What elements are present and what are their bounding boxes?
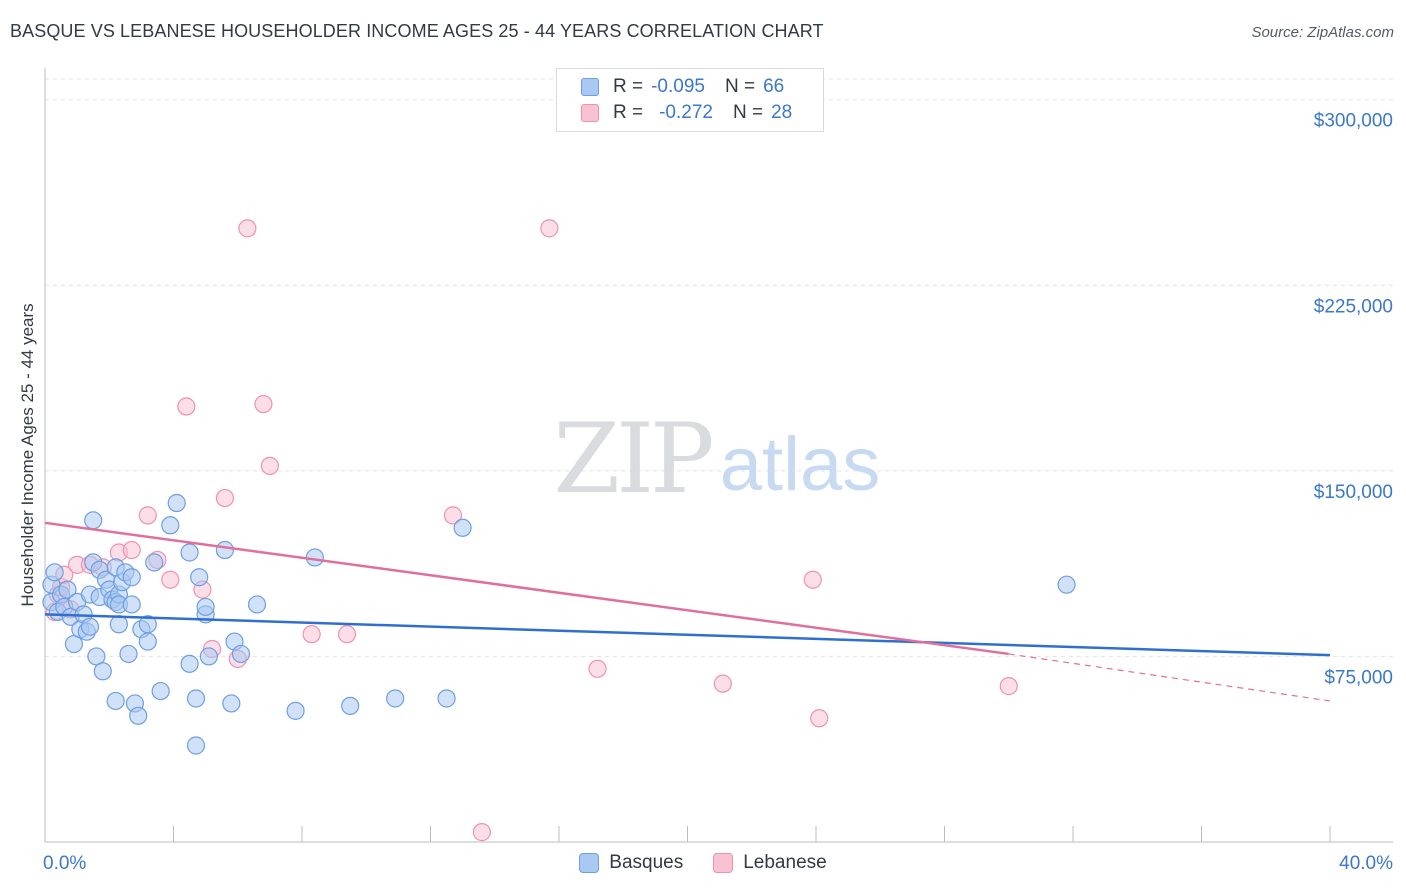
basques-point: [341, 696, 360, 716]
lebanese-legend-label: Lebanese: [743, 852, 827, 873]
basques-point: [80, 617, 100, 636]
x-tick-labels: 0.0% 40.0%: [43, 853, 1393, 874]
basques-point: [45, 563, 64, 582]
lebanese-point: [337, 625, 357, 644]
series-legend: Basques Lebanese: [0, 852, 1406, 874]
lebanese-point: [999, 677, 1018, 696]
basques-point: [222, 694, 241, 713]
basques-point: [84, 511, 103, 530]
lebanese-trend-line: [44, 521, 1009, 656]
basques-point: [199, 647, 218, 666]
lebanese-legend-swatch: [713, 853, 734, 873]
legend-row-lebanese: R = -0.272 N = 28: [581, 102, 792, 124]
basques-point: [186, 736, 206, 755]
basques-point: [215, 540, 234, 560]
basques-legend-label: Basques: [609, 852, 684, 873]
n-label: N =: [724, 76, 756, 97]
legend-item-basques[interactable]: Basques: [579, 852, 683, 874]
basques-point: [138, 632, 157, 651]
n-label: N =: [732, 102, 764, 123]
basques-point: [180, 654, 199, 673]
basques-point: [386, 689, 405, 708]
basques-point: [58, 580, 77, 599]
basques-point: [196, 597, 215, 617]
y-tick-label: $300,000: [1314, 111, 1393, 132]
watermark-atlas: atlas: [720, 422, 881, 507]
lebanese-point: [540, 219, 559, 238]
y-tick-label: $225,000: [1314, 296, 1393, 317]
basques-point: [109, 615, 128, 634]
lebanese-point: [238, 219, 257, 238]
basques-point: [122, 568, 141, 587]
basques-point: [119, 644, 138, 664]
basques-point: [437, 689, 456, 708]
basques-point: [129, 706, 148, 725]
n-value: 66: [763, 76, 785, 97]
chart-title: BASQUE VS LEBANESE HOUSEHOLDER INCOME AG…: [10, 21, 824, 41]
basques-point: [286, 701, 305, 720]
watermark-zip: ZIP: [553, 403, 712, 515]
basques-point: [122, 595, 141, 614]
lebanese-point: [810, 709, 829, 728]
basques-point: [231, 644, 251, 664]
basques-point: [305, 548, 324, 567]
basques-point: [190, 568, 209, 587]
axes: [44, 68, 1393, 843]
basques-point: [145, 553, 164, 572]
x-tick-label-min: 0.0%: [43, 853, 86, 874]
lebanese-point: [588, 659, 607, 678]
stats-legend: R = -0.095 N = 66 R = -0.272 N = 28: [556, 68, 824, 132]
lebanese-point: [713, 674, 732, 693]
basques-point: [180, 543, 199, 562]
basques-point: [453, 518, 472, 537]
basques-point: [93, 662, 112, 681]
y-tick-labels: $75,000 $150,000 $225,000 $300,000: [1314, 111, 1393, 689]
legend-item-lebanese[interactable]: Lebanese: [713, 852, 827, 874]
y-tick-label: $75,000: [1324, 667, 1393, 688]
r-label: R =: [613, 76, 644, 97]
basques-point: [151, 681, 170, 701]
basques-point: [106, 691, 125, 711]
lebanese-point: [138, 506, 157, 525]
lebanese-swatch: [581, 104, 599, 122]
source-label: Source: ZipAtlas.com: [1251, 24, 1394, 41]
basques-point: [167, 493, 186, 513]
lebanese-point: [472, 823, 491, 842]
r-value: -0.272: [659, 102, 713, 123]
lebanese-trend-extension: [1008, 653, 1331, 702]
lebanese-point: [443, 506, 463, 525]
r-value: -0.095: [651, 76, 705, 97]
n-value: 28: [771, 102, 793, 123]
r-label: R =: [613, 102, 644, 123]
x-tick-label-max: 40.0%: [1339, 853, 1393, 874]
grid-lines: [45, 78, 1393, 657]
legend-row-basques: R = -0.095 N = 66: [581, 76, 784, 98]
lebanese-point: [161, 570, 180, 589]
trend-lines: [44, 521, 1331, 702]
basques-points: [42, 493, 1076, 755]
lebanese-point: [122, 540, 141, 560]
basques-trend-line: [44, 613, 1331, 657]
lebanese-point: [215, 488, 234, 508]
lebanese-point: [260, 456, 279, 475]
basques-point: [161, 516, 180, 535]
basques-point: [1057, 575, 1076, 594]
basques-swatch: [581, 78, 599, 96]
basques-point: [186, 689, 206, 708]
lebanese-point: [302, 625, 321, 644]
basques-point: [247, 595, 267, 614]
basques-legend-swatch: [579, 853, 600, 873]
watermark: ZIP atlas: [553, 403, 880, 515]
y-tick-label: $150,000: [1314, 482, 1393, 503]
lebanese-point: [254, 394, 273, 414]
lebanese-point: [177, 397, 196, 416]
lebanese-point: [803, 570, 822, 589]
